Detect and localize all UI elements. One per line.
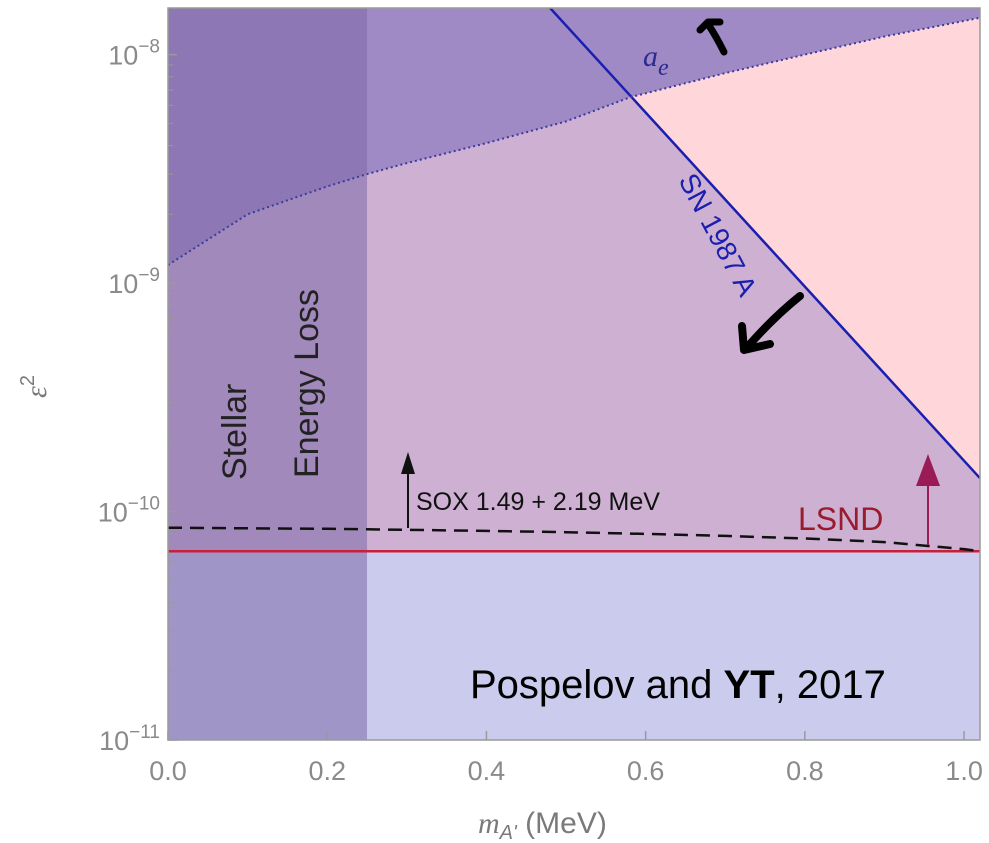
x-tick-label: 1.0 xyxy=(945,756,983,786)
credit-text: Pospelov and YT, 2017 xyxy=(470,663,886,707)
y-tick-label: 10−9 xyxy=(108,265,160,299)
sn1987a-line xyxy=(549,8,980,480)
y-tick-label: 10−11 xyxy=(99,722,160,756)
x-axis-label: mA' (MeV) xyxy=(478,807,607,843)
lsnd-arrow-head-icon xyxy=(916,454,940,486)
x-tick-label: 0.8 xyxy=(786,756,824,786)
x-tick-label: 0.6 xyxy=(627,756,665,786)
x-tick-label: 0.0 xyxy=(149,756,187,786)
sox-arrow-head-icon xyxy=(401,452,415,474)
sox-label: SOX 1.49 + 2.19 MeV xyxy=(416,488,660,516)
sox-dashed-line xyxy=(168,526,980,553)
y-axis-label: ε2 xyxy=(17,375,53,398)
y-tick-label: 10−8 xyxy=(108,37,160,71)
stellar-label-line1: Stellar xyxy=(216,384,254,480)
stellar-label-line2: Energy Loss xyxy=(288,289,326,478)
region-excluded-below-lsnd xyxy=(168,551,980,740)
lsnd-label: LSND xyxy=(798,501,883,537)
y-tick-label: 10−10 xyxy=(98,494,160,528)
ae-label: ae xyxy=(643,40,669,81)
region-ae-excluded xyxy=(168,8,980,265)
region-stellar-energy-loss xyxy=(168,8,368,740)
plot-curves xyxy=(168,8,980,553)
x-tick-label: 0.2 xyxy=(308,756,346,786)
x-tick-label: 0.4 xyxy=(468,756,506,786)
ae-handdrawn-arrow-icon xyxy=(696,18,728,56)
sn-handdrawn-arrow-icon xyxy=(738,292,804,354)
axis-ticks: 0.0 0.2 0.4 0.6 0.8 1.0 10−11 10−10 10−9 10−8 xyxy=(98,37,983,786)
